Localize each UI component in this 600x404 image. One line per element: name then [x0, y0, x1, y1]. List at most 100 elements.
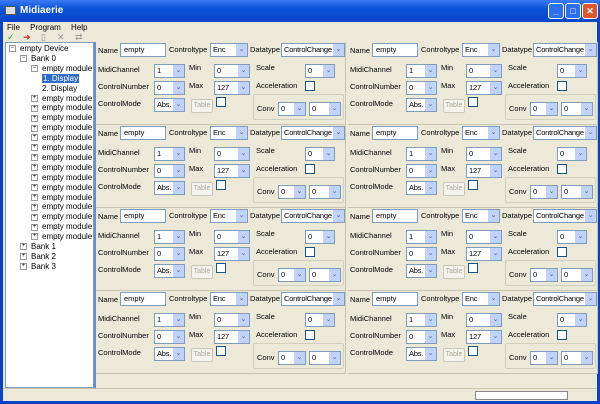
midichannel-select[interactable]: 1 ⌄	[406, 147, 437, 161]
chevron-down-icon[interactable]: ⌄	[323, 231, 334, 243]
chevron-down-icon[interactable]: ⌄	[333, 293, 344, 305]
table-checkbox[interactable]	[468, 346, 478, 356]
conv1-select[interactable]: 0 ⌄	[530, 102, 558, 116]
datatype-select[interactable]: ControlChange ⌄	[281, 292, 345, 306]
chevron-down-icon[interactable]: ⌄	[333, 127, 344, 139]
conv2-select[interactable]: 0 ⌄	[561, 351, 593, 365]
acceleration-checkbox[interactable]	[557, 247, 567, 257]
name-input[interactable]: empty	[120, 126, 166, 140]
table-button[interactable]: Table	[191, 265, 213, 279]
scale-select[interactable]: 0 ⌄	[557, 230, 587, 244]
table-button[interactable]: Table	[443, 99, 465, 113]
conv1-select[interactable]: 0 ⌄	[278, 351, 306, 365]
chevron-down-icon[interactable]: ⌄	[236, 210, 247, 222]
chevron-down-icon[interactable]: ⌄	[546, 352, 557, 364]
acceleration-checkbox[interactable]	[305, 164, 315, 174]
min-select[interactable]: 0 ⌄	[214, 313, 250, 327]
chevron-down-icon[interactable]: ⌄	[575, 314, 586, 326]
conv2-select[interactable]: 0 ⌄	[309, 185, 341, 199]
controlnumber-select[interactable]: 0 ⌄	[154, 81, 185, 95]
collapse-icon[interactable]: −	[9, 45, 16, 53]
chevron-down-icon[interactable]: ⌄	[173, 314, 184, 326]
chevron-down-icon[interactable]: ⌄	[323, 314, 334, 326]
table-button[interactable]: Table	[443, 348, 465, 362]
chevron-down-icon[interactable]: ⌄	[173, 182, 184, 194]
controltype-select[interactable]: Enc ⌄	[210, 292, 248, 306]
chevron-down-icon[interactable]: ⌄	[294, 103, 305, 115]
chevron-down-icon[interactable]: ⌄	[490, 231, 501, 243]
chevron-down-icon[interactable]: ⌄	[333, 44, 344, 56]
chevron-down-icon[interactable]: ⌄	[238, 248, 249, 260]
tree-item[interactable]: + empty module	[31, 163, 92, 173]
delete-icon[interactable]: ✕	[57, 32, 65, 42]
scale-select[interactable]: 0 ⌄	[557, 147, 587, 161]
chevron-down-icon[interactable]: ⌄	[490, 248, 501, 260]
export-icon[interactable]: ➜	[23, 32, 31, 42]
chevron-down-icon[interactable]: ⌄	[238, 82, 249, 94]
tree-item[interactable]: + empty module	[31, 113, 92, 123]
max-select[interactable]: 127 ⌄	[214, 81, 250, 95]
table-button[interactable]: Table	[443, 265, 465, 279]
conv1-select[interactable]: 0 ⌄	[530, 351, 558, 365]
chevron-down-icon[interactable]: ⌄	[329, 352, 340, 364]
name-input[interactable]: empty	[120, 292, 166, 306]
chevron-down-icon[interactable]: ⌄	[333, 210, 344, 222]
max-select[interactable]: 127 ⌄	[466, 81, 502, 95]
name-input[interactable]: empty	[120, 43, 166, 57]
controltype-select[interactable]: Enc ⌄	[462, 126, 500, 140]
chevron-down-icon[interactable]: ⌄	[490, 148, 501, 160]
chevron-down-icon[interactable]: ⌄	[173, 248, 184, 260]
chevron-down-icon[interactable]: ⌄	[425, 248, 436, 260]
tree-item[interactable]: + empty module	[31, 143, 92, 153]
chevron-down-icon[interactable]: ⌄	[238, 314, 249, 326]
chevron-down-icon[interactable]: ⌄	[323, 65, 334, 77]
conv1-select[interactable]: 0 ⌄	[530, 268, 558, 282]
controlnumber-select[interactable]: 0 ⌄	[154, 330, 185, 344]
tree-item[interactable]: − empty module	[31, 64, 92, 74]
table-checkbox[interactable]	[216, 346, 226, 356]
datatype-select[interactable]: ControlChange ⌄	[281, 209, 345, 223]
acceleration-checkbox[interactable]	[305, 81, 315, 91]
controlnumber-select[interactable]: 0 ⌄	[406, 164, 437, 178]
datatype-select[interactable]: ControlChange ⌄	[533, 126, 597, 140]
expand-icon[interactable]: +	[31, 144, 38, 152]
name-input[interactable]: empty	[372, 126, 418, 140]
scale-select[interactable]: 0 ⌄	[305, 313, 335, 327]
chevron-down-icon[interactable]: ⌄	[546, 186, 557, 198]
max-select[interactable]: 127 ⌄	[466, 164, 502, 178]
controltype-select[interactable]: Enc ⌄	[462, 43, 500, 57]
chevron-down-icon[interactable]: ⌄	[425, 314, 436, 326]
midichannel-select[interactable]: 1 ⌄	[406, 64, 437, 78]
tree-item[interactable]: − empty Device	[9, 44, 68, 54]
controltype-select[interactable]: Enc ⌄	[210, 126, 248, 140]
chevron-down-icon[interactable]: ⌄	[238, 148, 249, 160]
save-icon[interactable]: ✓	[7, 32, 15, 42]
controlmode-select[interactable]: Abs. ⌄	[154, 98, 185, 112]
scale-select[interactable]: 0 ⌄	[305, 64, 335, 78]
max-select[interactable]: 127 ⌄	[466, 247, 502, 261]
chevron-down-icon[interactable]: ⌄	[490, 165, 501, 177]
chevron-down-icon[interactable]: ⌄	[581, 269, 592, 281]
acceleration-checkbox[interactable]	[557, 330, 567, 340]
expand-icon[interactable]: +	[31, 114, 38, 122]
table-checkbox[interactable]	[468, 180, 478, 190]
menu-program[interactable]: Program	[30, 23, 61, 32]
chevron-down-icon[interactable]: ⌄	[546, 103, 557, 115]
table-checkbox[interactable]	[216, 180, 226, 190]
tree-item[interactable]: + empty module	[31, 232, 92, 242]
conv2-select[interactable]: 0 ⌄	[561, 268, 593, 282]
chevron-down-icon[interactable]: ⌄	[236, 44, 247, 56]
controlnumber-select[interactable]: 0 ⌄	[406, 81, 437, 95]
conv2-select[interactable]: 0 ⌄	[309, 351, 341, 365]
expand-icon[interactable]: +	[31, 94, 38, 102]
chevron-down-icon[interactable]: ⌄	[238, 65, 249, 77]
controlnumber-select[interactable]: 0 ⌄	[406, 330, 437, 344]
expand-icon[interactable]: +	[31, 104, 38, 112]
datatype-select[interactable]: ControlChange ⌄	[533, 292, 597, 306]
controlmode-select[interactable]: Abs. ⌄	[406, 98, 437, 112]
chevron-down-icon[interactable]: ⌄	[238, 165, 249, 177]
tree-item[interactable]: − Bank 0	[20, 54, 56, 64]
midichannel-select[interactable]: 1 ⌄	[406, 313, 437, 327]
conv1-select[interactable]: 0 ⌄	[278, 185, 306, 199]
table-button[interactable]: Table	[191, 182, 213, 196]
